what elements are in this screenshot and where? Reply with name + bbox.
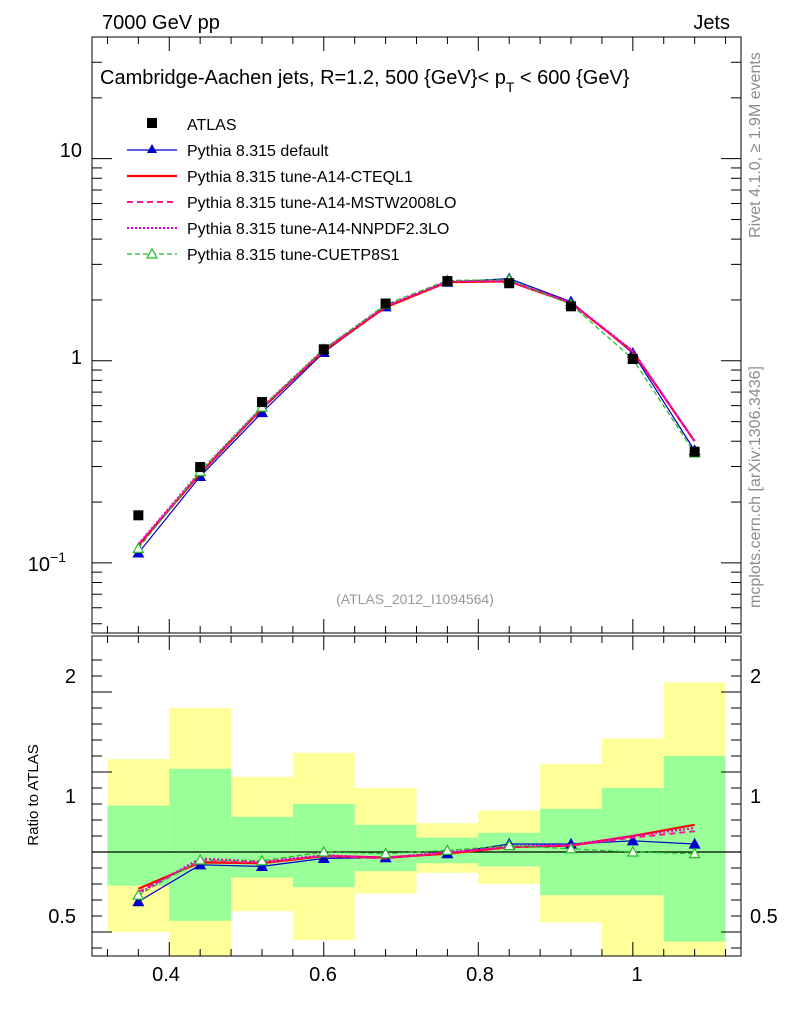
series-line-1 bbox=[137, 280, 696, 547]
y-tick-label-10: 10 bbox=[60, 140, 82, 162]
x-tick-label-1: 1 bbox=[631, 964, 642, 986]
data-point bbox=[627, 354, 638, 365]
x-tick-labels: 0.4 0.6 0.8 1 bbox=[152, 964, 642, 986]
ratio-point-0 bbox=[132, 895, 145, 907]
ratio-point-4 bbox=[132, 888, 145, 900]
analysis-label: (ATLAS_2012_I1094564) bbox=[336, 591, 494, 607]
ratio-point-4 bbox=[565, 842, 578, 854]
ratio-y-axis-label: Ratio to ATLAS bbox=[25, 744, 42, 845]
x-tick-label-0.4: 0.4 bbox=[152, 964, 180, 986]
series-line-3 bbox=[137, 279, 696, 545]
data-points bbox=[133, 276, 700, 521]
data-point bbox=[442, 276, 453, 287]
main-ticks bbox=[92, 36, 741, 633]
ratio-point-4 bbox=[379, 847, 392, 859]
uncertainty-bands bbox=[107, 682, 726, 956]
band-inner bbox=[107, 805, 170, 886]
data-point bbox=[318, 344, 329, 355]
series-line-2 bbox=[137, 280, 696, 546]
series-point-4 bbox=[132, 542, 145, 553]
data-point bbox=[566, 301, 577, 312]
legend-label-mstw: Pythia 8.315 tune-A14-MSTW2008LO bbox=[187, 195, 456, 212]
ratio-point-4 bbox=[194, 853, 207, 865]
legend-label-cteql1: Pythia 8.315 tune-A14-CTEQL1 bbox=[187, 169, 413, 186]
data-point bbox=[689, 446, 700, 457]
legend-label-default: Pythia 8.315 default bbox=[187, 143, 329, 160]
legend-label-nnpdf: Pythia 8.315 tune-A14-NNPDF2.3LO bbox=[187, 221, 449, 238]
band-inner bbox=[292, 804, 355, 888]
mcplots-label: mcplots.cern.ch [arXiv:1306.3436] bbox=[747, 366, 764, 608]
process-label: Jets bbox=[693, 12, 730, 34]
band-inner bbox=[169, 768, 232, 921]
ratio-series bbox=[132, 823, 701, 907]
data-point bbox=[256, 397, 267, 408]
data-point bbox=[504, 278, 515, 289]
ratio-y-tick-labels: 2 1 0.5 2 1 0.5 bbox=[48, 666, 778, 928]
ratio-point-0 bbox=[317, 852, 330, 863]
main-y-tick-labels: 10 1 10−1 bbox=[28, 140, 82, 576]
ratio-line-3 bbox=[137, 827, 695, 895]
main-series bbox=[132, 272, 701, 558]
legend-marker-cuetp8s1 bbox=[145, 247, 159, 259]
ratio-point-4 bbox=[626, 845, 639, 857]
ratio-point-0 bbox=[626, 834, 639, 846]
y-tick-label-0.1: 10−1 bbox=[28, 549, 66, 576]
ratio-point-4 bbox=[441, 844, 454, 855]
ratio-y-tick-label-right-0.5: 0.5 bbox=[750, 906, 778, 928]
ratio-y-tick-label-right-1: 1 bbox=[750, 786, 761, 808]
ratio-y-tick-label-1: 1 bbox=[65, 786, 76, 808]
x-tick-label-0.8: 0.8 bbox=[466, 964, 494, 986]
plot-title: Cambridge-Aachen jets, R=1.2, 500 {GeV}<… bbox=[100, 67, 630, 95]
x-tick-label-0.6: 0.6 bbox=[309, 964, 337, 986]
legend-label-atlas: ATLAS bbox=[187, 117, 237, 134]
ratio-point-0 bbox=[255, 860, 268, 871]
legend-marker-atlas bbox=[147, 118, 157, 128]
ratio-point-4 bbox=[503, 839, 516, 851]
y-tick-label-1: 1 bbox=[71, 347, 82, 369]
data-point bbox=[380, 298, 391, 309]
series-line-0 bbox=[137, 277, 696, 554]
ratio-point-4 bbox=[317, 845, 330, 857]
legend-marker-default bbox=[147, 144, 157, 153]
series-line-4 bbox=[137, 279, 696, 549]
data-point bbox=[195, 462, 206, 473]
ratio-point-4 bbox=[255, 854, 268, 866]
legend-label-cuetp8s1: Pythia 8.315 tune-CUETP8S1 bbox=[187, 247, 400, 264]
rivet-version-label: Rivet 4.1.0, ≥ 1.9M events bbox=[747, 52, 764, 238]
ratio-y-tick-label-right-2: 2 bbox=[750, 666, 761, 688]
beam-label: 7000 GeV pp bbox=[102, 12, 220, 34]
ratio-y-tick-label-2: 2 bbox=[65, 666, 76, 688]
ratio-line-2 bbox=[137, 830, 695, 893]
data-point bbox=[133, 510, 144, 521]
ratio-line-4 bbox=[138, 844, 695, 896]
legend: ATLAS Pythia 8.315 default Pythia 8.315 … bbox=[127, 117, 456, 264]
ratio-y-tick-label-0.5: 0.5 bbox=[48, 906, 76, 928]
ratio-point-4 bbox=[688, 847, 701, 859]
